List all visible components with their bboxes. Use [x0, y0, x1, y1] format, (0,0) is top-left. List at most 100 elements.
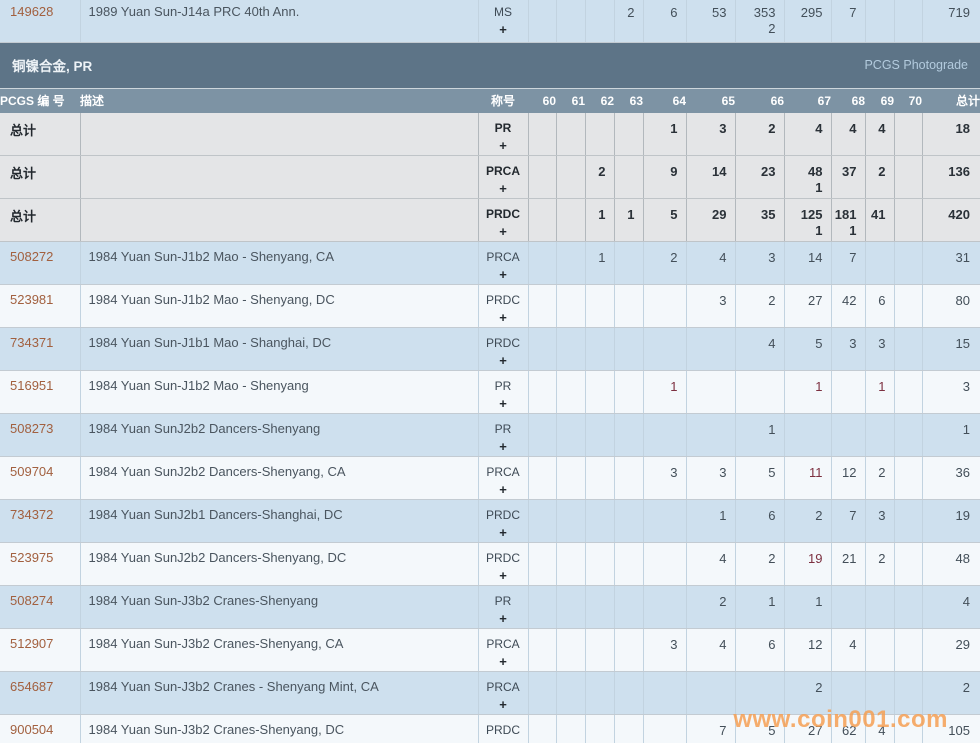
coin-description: 1984 Yuan SunJ2b2 Dancers-Shenyang, CA [79, 456, 478, 500]
grade-66-count [734, 370, 784, 414]
population-count: 3 [768, 249, 776, 265]
plus-grade-count: 1 [815, 179, 823, 195]
population-count-link[interactable]: 1 [815, 378, 823, 394]
row-total-count: 19 [921, 499, 980, 543]
coin-row: 508272 1984 Yuan Sun-J1b2 Mao - Shenyang,… [0, 241, 980, 285]
pcgs-number-link[interactable]: 734371 [10, 334, 54, 350]
grade-62-count [584, 542, 614, 586]
row-total-count: 3 [921, 370, 980, 414]
grade-61-count [555, 413, 585, 457]
pcgs-number-link[interactable]: 523981 [10, 291, 54, 307]
population-count: 4 [768, 335, 776, 351]
grade-62-count [584, 370, 614, 414]
population-count: 14 [808, 249, 823, 265]
pcgs-number-link[interactable]: 654687 [10, 678, 54, 694]
population-count-link[interactable]: 11 [809, 464, 823, 480]
pcgs-number-link[interactable]: 508273 [10, 420, 54, 436]
grade-69-count [864, 0, 894, 43]
grade-63-count [613, 585, 643, 629]
row-total-count: 1 [921, 413, 980, 457]
population-count: 27 [808, 292, 823, 308]
top-row-table: 149628 1989 Yuan Sun-J14a PRC 40th Ann. MS… [0, 0, 980, 43]
grade-63-count [613, 499, 643, 543]
population-count: 42 [842, 292, 857, 308]
population-count: 3 [719, 464, 727, 480]
pcgs-number-link[interactable]: 900504 [10, 721, 54, 737]
grade-63-count [613, 112, 643, 156]
population-count: 29 [712, 206, 727, 222]
population-count: 4 [878, 722, 886, 738]
grade-70-count [893, 671, 922, 715]
grade-62-count: 2 [584, 155, 614, 199]
grade-64-count: 6 [642, 0, 686, 43]
population-count: 5 [768, 464, 776, 480]
designation-label: PRDC [485, 206, 520, 221]
grade-70-count [893, 456, 922, 500]
column-header-69: 69 [865, 88, 894, 113]
grade-63-count [613, 370, 643, 414]
population-count-link[interactable]: 1 [878, 378, 886, 394]
grade-67-count: 48 1 [783, 155, 831, 199]
population-count: 1 [719, 507, 727, 523]
total-row-label-cell: 总计 [0, 198, 80, 242]
column-header-60: 60 [528, 88, 556, 113]
column-header-64: 64 [643, 88, 686, 113]
grade-60-count [527, 155, 556, 199]
pcgs-number-link[interactable]: 508274 [10, 592, 54, 608]
grade-61-count [555, 671, 585, 715]
grade-60-count [527, 456, 556, 500]
grade-64-count [642, 413, 686, 457]
pcgs-photograde-link[interactable]: PCGS Photograde [864, 58, 968, 72]
coin-description: 1984 Yuan Sun-J1b2 Mao - Shenyang, DC [79, 284, 478, 328]
plus-sign: + [499, 653, 507, 669]
population-count-link[interactable]: 19 [808, 550, 823, 566]
pcgs-number-cell: 654687 [0, 671, 80, 715]
population-count: 1 [598, 206, 606, 222]
grade-69-count [864, 628, 894, 672]
pcgs-number-cell: 508272 [0, 241, 80, 285]
grade-67-count: 125 1 [783, 198, 831, 242]
pcgs-number-link[interactable]: 508272 [10, 248, 54, 264]
population-count: 181 [834, 206, 857, 222]
grade-67-count: 4 [783, 112, 831, 156]
coin-row: 149628 1989 Yuan Sun-J14a PRC 40th Ann. MS… [0, 0, 980, 43]
grade-60-count [527, 241, 556, 285]
grade-61-count [555, 585, 585, 629]
plus-sign: + [499, 352, 507, 368]
section-title: 铜镍合金, PR [12, 59, 93, 74]
population-count: 1 [670, 120, 678, 136]
population-count: 12 [808, 636, 823, 652]
coin-row: 508273 1984 Yuan SunJ2b2 Dancers-Shenyang… [0, 413, 980, 457]
grade-63-count [613, 628, 643, 672]
pcgs-number-cell: 516951 [0, 370, 80, 414]
coin-description: 1984 Yuan SunJ2b2 Dancers-Shenyang, DC [79, 542, 478, 586]
population-count: 4 [719, 550, 727, 566]
plus-grade-count: 1 [849, 222, 857, 238]
grade-70-count [893, 198, 922, 242]
grade-66-count: 5 [734, 456, 784, 500]
grade-70-count [893, 112, 922, 156]
population-count: 2 [878, 550, 886, 566]
row-total-count: 15 [921, 327, 980, 371]
section-header-bar: 铜镍合金, PR PCGS Photograde [0, 42, 980, 89]
pcgs-number-link[interactable]: 734372 [10, 506, 54, 522]
plus-sign: + [499, 22, 507, 37]
population-count: 4 [849, 636, 857, 652]
pcgs-number-link[interactable]: 516951 [10, 377, 54, 393]
grade-69-count: 6 [864, 284, 894, 328]
population-count-link[interactable]: 1 [670, 378, 678, 394]
designation-label: PRDC [485, 722, 520, 737]
coin-row: 516951 1984 Yuan Sun-J1b2 Mao - Shenyang P… [0, 370, 980, 414]
pcgs-number-cell: 734371 [0, 327, 80, 371]
pcgs-number-cell: 149628 [0, 0, 80, 43]
pcgs-number-link[interactable]: 523975 [10, 549, 54, 565]
population-count: 3 [670, 464, 678, 480]
coin-description: 1984 Yuan Sun-J1b2 Mao - Shenyang [79, 370, 478, 414]
pcgs-number-link[interactable]: 509704 [10, 463, 54, 479]
grade-62-count [584, 0, 614, 43]
pcgs-number-link[interactable]: 149628 [10, 4, 54, 19]
grade-66-count: 1 [734, 413, 784, 457]
pcgs-number-link[interactable]: 512907 [10, 635, 54, 651]
designation-label: PRCA [486, 636, 520, 651]
